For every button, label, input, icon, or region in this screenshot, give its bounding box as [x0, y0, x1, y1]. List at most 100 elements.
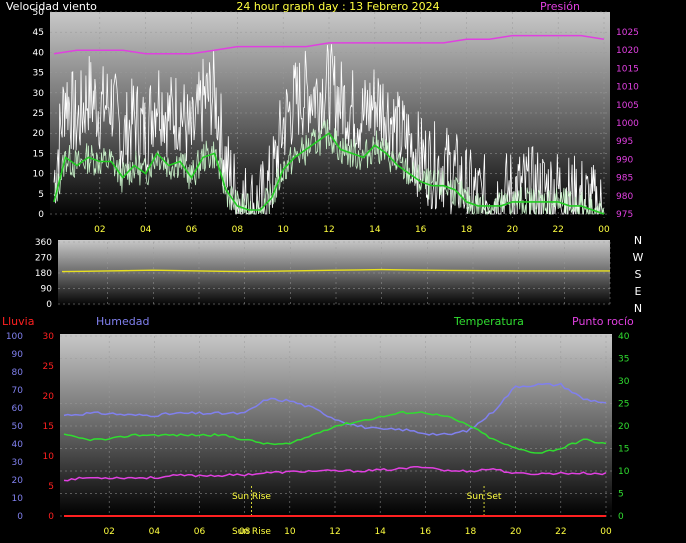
wind-x-tick-label: 14 [369, 225, 381, 235]
wind-speed-line [53, 44, 604, 215]
humidity-y-tick-label: 20 [12, 476, 24, 486]
pressure-y-axis-right: 975 980 985 990 995 1000 1005 1010 1015 1020 1025 [616, 28, 639, 220]
wind-x-axis: 02 04 06 08 10 12 14 16 18 20 22 00 [94, 225, 610, 235]
wind-y-tick-label: 35 [33, 69, 44, 79]
direction-y-axis: 0 90 180 270 360 [35, 238, 52, 310]
temperature-y-tick-label: 40 [618, 332, 630, 342]
pressure-y-tick-label: 1025 [616, 28, 639, 38]
compass-label: W [633, 251, 644, 264]
wind-average-light-line [53, 119, 605, 216]
direction-series [61, 268, 610, 273]
wind-x-tick-label: 16 [415, 225, 427, 235]
rain-y-tick-label: 0 [48, 512, 54, 522]
temperature-y-tick-label: 35 [618, 355, 629, 365]
pressure-y-tick-label: 990 [616, 155, 633, 165]
sun-events: Sun Rise Sun Set Sun Rise [232, 486, 502, 537]
temp-x-tick-label: 00 [600, 527, 612, 537]
humidity-y-tick-label: 50 [12, 422, 24, 432]
temp-series [63, 382, 607, 517]
compass-label: S [635, 268, 642, 281]
humidity-title: Humedad [96, 315, 149, 328]
wind-y-tick-label: 20 [33, 129, 45, 139]
temperature-y-axis: 0 5 10 15 20 25 30 35 40 [618, 332, 630, 522]
rain-y-tick-label: 15 [43, 422, 54, 432]
temperature-y-tick-label: 25 [618, 400, 629, 410]
temp-x-tick-label: 06 [194, 527, 206, 537]
direction-y-tick-label: 180 [35, 269, 52, 279]
temp-x-tick-label: 16 [420, 527, 432, 537]
wind-x-tick-label: 08 [232, 225, 244, 235]
sunrise-label: Sun Rise [232, 492, 271, 502]
pressure-line [53, 34, 605, 55]
humidity-y-tick-label: 100 [6, 332, 23, 342]
wind-x-tick-label: 00 [598, 225, 610, 235]
temperature-y-tick-label: 5 [618, 490, 624, 500]
temperature-y-tick-label: 10 [618, 467, 630, 477]
pressure-y-tick-label: 1020 [616, 46, 639, 56]
humidity-y-tick-label: 10 [12, 494, 24, 504]
wind-y-tick-label: 5 [38, 190, 44, 200]
pressure-y-tick-label: 1015 [616, 64, 639, 74]
sunrise-axis-label: Sun Rise [232, 527, 271, 537]
temp-x-tick-label: 20 [510, 527, 522, 537]
wind-y-axis-left: 0 5 10 15 20 25 30 35 40 45 50 [33, 8, 45, 220]
wind-y-tick-label: 0 [38, 210, 44, 220]
wind-x-tick-label: 20 [507, 225, 519, 235]
humidity-y-tick-label: 30 [12, 458, 24, 468]
compass-label: N [634, 302, 642, 315]
rain-title: Lluvia [2, 315, 34, 328]
wind-series [53, 34, 605, 216]
temp-x-axis: 02 04 06 08 10 12 14 16 18 20 22 00 [103, 527, 612, 537]
humidity-line [63, 382, 607, 436]
dewpoint-line [63, 466, 607, 482]
temp-x-tick-label: 08 [239, 527, 251, 537]
pressure-y-tick-label: 1000 [616, 119, 639, 129]
wind-y-tick-label: 50 [33, 8, 45, 18]
humidity-y-axis: 0 10 20 30 40 50 60 70 80 90 100 [6, 332, 23, 522]
temperature-y-tick-label: 0 [618, 512, 624, 522]
pressure-y-tick-label: 1005 [616, 101, 639, 111]
wind-x-tick-label: 02 [94, 225, 105, 235]
wind-y-tick-label: 40 [33, 48, 45, 58]
wind-y-tick-label: 15 [33, 149, 44, 159]
temperature-y-tick-label: 15 [618, 445, 629, 455]
direction-y-tick-label: 360 [35, 238, 52, 248]
pressure-y-tick-label: 975 [616, 210, 633, 220]
sunset-label: Sun Set [467, 492, 502, 502]
wind-x-tick-label: 10 [277, 225, 289, 235]
temp-x-tick-label: 22 [555, 527, 566, 537]
temperature-y-tick-label: 30 [618, 377, 630, 387]
temp-x-tick-label: 14 [374, 527, 386, 537]
pressure-y-tick-label: 1010 [616, 83, 639, 93]
temp-x-tick-label: 02 [103, 527, 114, 537]
direction-grid [58, 241, 611, 305]
direction-line [61, 268, 610, 273]
compass-label: E [635, 285, 642, 298]
rain-y-axis: 0 5 10 15 20 25 30 [43, 332, 55, 522]
rain-y-tick-label: 5 [48, 482, 54, 492]
direction-y-tick-label: 0 [46, 300, 52, 310]
dewpoint-title: Punto rocío [572, 315, 634, 328]
humidity-y-tick-label: 0 [17, 512, 23, 522]
wind-x-tick-label: 04 [140, 225, 152, 235]
temperature-title: Temperatura [453, 315, 524, 328]
rain-y-tick-label: 10 [43, 452, 55, 462]
wind-y-tick-label: 10 [33, 170, 45, 180]
temp-grid [60, 335, 612, 517]
temp-x-tick-label: 18 [465, 527, 477, 537]
wind-title: Velocidad viento [6, 0, 97, 13]
wind-x-tick-label: 12 [323, 225, 334, 235]
rain-y-tick-label: 20 [43, 392, 55, 402]
rain-y-tick-label: 30 [43, 332, 55, 342]
pressure-title: Presión [540, 0, 580, 13]
temperature-line [63, 410, 607, 454]
direction-y-tick-label: 90 [41, 285, 53, 295]
temp-x-tick-label: 12 [329, 527, 340, 537]
pressure-y-tick-label: 995 [616, 137, 633, 147]
pressure-y-tick-label: 980 [616, 192, 633, 202]
temp-plot-area [60, 334, 612, 516]
humidity-y-tick-label: 80 [12, 368, 24, 378]
wind-x-tick-label: 06 [186, 225, 198, 235]
